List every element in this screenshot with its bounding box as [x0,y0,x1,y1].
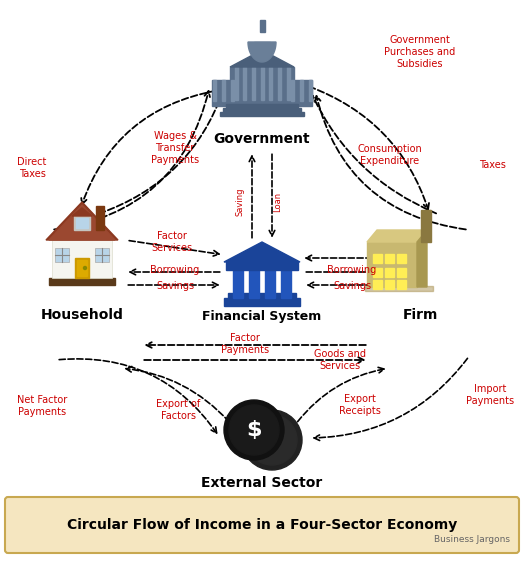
Bar [231,80,234,101]
Bar [287,67,289,100]
Circle shape [229,405,279,455]
Text: Government: Government [214,132,310,146]
Text: External Sector: External Sector [201,476,323,490]
Text: Borrowing: Borrowing [150,265,200,275]
Bar [385,268,394,277]
Bar [213,80,215,101]
Text: Consumption
Expenditure: Consumption Expenditure [357,144,422,166]
Text: Firm: Firm [402,308,438,322]
Bar [254,42,270,54]
Text: Export
Receipts: Export Receipts [339,394,381,416]
Polygon shape [72,208,92,216]
Bar [222,80,224,101]
Bar [397,254,406,263]
Bar [252,67,255,100]
Bar [235,67,237,100]
Text: Savings: Savings [333,281,371,291]
Text: Factor
Services: Factor Services [151,231,192,253]
Bar [224,298,300,306]
Text: Export of
Factors: Export of Factors [156,399,200,421]
Bar [75,258,89,278]
Circle shape [247,415,297,465]
Bar [220,112,304,116]
Bar [95,248,109,262]
Bar [278,67,281,100]
Text: Goods and
Services: Goods and Services [314,349,366,371]
Text: $: $ [246,420,262,440]
Bar [228,293,296,299]
Text: Factor
Payments: Factor Payments [221,333,269,355]
Bar [373,280,382,289]
Bar [421,210,431,242]
Polygon shape [46,202,118,240]
Polygon shape [230,50,294,67]
Bar [367,242,417,287]
Text: Business Jargons: Business Jargons [434,535,510,544]
Bar [55,248,69,262]
Bar [385,254,394,263]
Circle shape [83,267,86,270]
Bar [385,280,394,289]
Text: Loan: Loan [274,192,282,212]
Bar [269,67,272,100]
Bar [49,278,115,285]
Polygon shape [367,230,427,242]
Bar [223,108,301,112]
Bar [290,80,312,106]
Bar [290,80,293,101]
Bar [249,266,259,298]
Bar [373,268,382,277]
Text: Net Factor
Payments: Net Factor Payments [17,395,67,417]
Text: Circular Flow of Income in a Four-Sector Economy: Circular Flow of Income in a Four-Sector… [67,518,457,532]
Bar [397,280,406,289]
Bar [260,67,264,100]
Bar [309,80,311,101]
Text: €: € [264,430,280,450]
Polygon shape [224,242,300,262]
Polygon shape [49,205,115,240]
Text: Import
Payments: Import Payments [466,384,514,406]
Bar [74,216,90,230]
Text: Wages &
Transfer
Payments: Wages & Transfer Payments [151,132,199,165]
Text: Borrowing: Borrowing [328,265,377,275]
Bar [365,286,433,291]
Circle shape [224,400,284,460]
Bar [265,266,275,298]
Circle shape [242,410,302,470]
Text: Government
Purchases and
Subsidies: Government Purchases and Subsidies [385,35,456,68]
Bar [230,67,294,105]
Polygon shape [417,230,427,287]
Text: Household: Household [40,308,124,322]
Polygon shape [248,42,276,62]
Bar [259,20,265,32]
Bar [77,260,87,276]
Bar [212,80,234,106]
Bar [397,268,406,277]
Bar [243,67,246,100]
Bar [76,218,88,228]
Text: Savings: Savings [156,281,194,291]
Bar [373,254,382,263]
Text: Direct
Taxes: Direct Taxes [17,157,47,179]
Bar [96,206,104,230]
Text: Saving: Saving [235,188,245,216]
Bar [226,104,298,108]
Bar [226,262,298,270]
Text: Financial System: Financial System [202,310,322,323]
Bar [300,80,302,101]
Bar [233,266,243,298]
FancyBboxPatch shape [5,497,519,553]
Bar [281,266,291,298]
Text: Taxes: Taxes [478,160,506,170]
Bar [52,240,112,278]
